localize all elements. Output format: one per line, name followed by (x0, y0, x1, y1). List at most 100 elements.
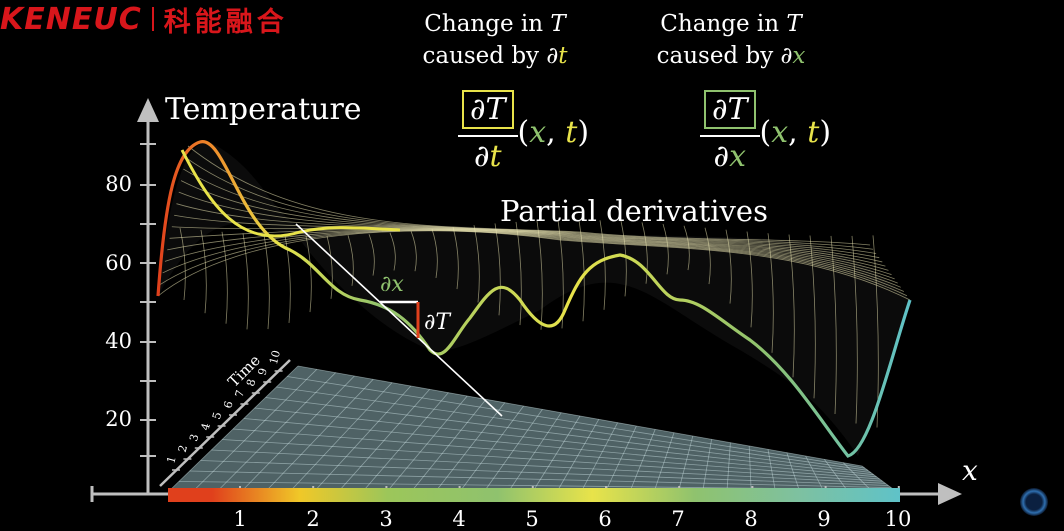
plane-grid-line (767, 449, 776, 493)
surface-mesh-line (746, 231, 753, 328)
dT-label: ∂T (424, 310, 451, 335)
partial-derivatives-title: Partial derivatives (500, 194, 768, 228)
time-tick-label: 8 (244, 378, 258, 388)
logo-divider (151, 7, 154, 31)
plane-grid-line (189, 470, 892, 489)
time-tick-label: 10 (267, 349, 283, 366)
surface-mesh-line (180, 180, 880, 259)
surface-mesh-line (174, 214, 889, 271)
caption-right-partial: ∂ (780, 43, 793, 69)
plane-grid-line (287, 376, 865, 469)
surface-mesh-line (809, 235, 816, 399)
temperature-axis (137, 98, 159, 495)
formula-left-den-d: ∂ (473, 139, 490, 174)
surface-mesh-line (536, 220, 543, 330)
surface-mesh-line (788, 234, 795, 378)
caption-left-var: t (558, 43, 568, 69)
surface-mesh-line (284, 235, 291, 323)
plane-grid-line (243, 418, 877, 478)
temperature-surface (156, 140, 912, 458)
surface-mesh-line (326, 235, 333, 299)
surface-mesh-line (767, 233, 774, 353)
plane-grid-line (410, 399, 487, 493)
surface-mesh-line (242, 233, 249, 330)
plane-grid-line (200, 460, 889, 486)
caption-right-var: x (792, 43, 806, 69)
time-tick-label: 6 (221, 400, 235, 410)
plane-grid-line (240, 375, 355, 493)
time-tick-label: 5 (210, 411, 224, 421)
plane-grid-line (605, 425, 637, 493)
formula-left-close: ) (577, 114, 590, 150)
formula-left-comma: , (546, 114, 566, 150)
plane-grid-line (786, 452, 801, 493)
surface-mesh-line (169, 228, 895, 280)
plane-grid-line (507, 412, 562, 493)
plane-grid-line (459, 405, 524, 493)
time-tick-label: 3 (187, 433, 201, 443)
formula-right-numerator: ∂T (704, 90, 756, 129)
formula-left-t: t (565, 114, 578, 150)
plane-grid-line (748, 445, 752, 493)
x-tick-label: 9 (817, 507, 831, 531)
surface-mesh-line (452, 227, 459, 290)
formula-left-x: x (529, 114, 547, 150)
formula-right-den-var: x (729, 139, 746, 174)
plane-grid-line (216, 372, 336, 493)
back-curve (180, 149, 401, 238)
caption-right-line1: Change in (660, 11, 787, 37)
surface-mesh-line (160, 230, 908, 297)
caption-right-var-t: T (786, 11, 802, 37)
formula-left-numerator: ∂T (462, 90, 514, 129)
formula-partial-t: ∂T ∂t (x, t) (458, 90, 589, 174)
plane-grid-line (232, 428, 880, 480)
formula-right-den-d: ∂ (713, 139, 730, 174)
time-tick-label: 7 (233, 389, 247, 399)
plane-grid-line (653, 432, 675, 493)
plane-grid-line (677, 435, 694, 493)
x-tick-label: 1 (233, 507, 247, 531)
plane-grid-line (362, 392, 449, 493)
surface-mesh-line (473, 225, 480, 303)
brand-logo: KENEUC 科能融合 (0, 1, 288, 38)
caption-left: Change in T caused by ∂t (400, 8, 590, 72)
x-tick-label: 4 (452, 507, 466, 531)
x-tick-label: 2 (306, 507, 320, 531)
plane-grid-line (702, 439, 712, 493)
surface-mesh-line (704, 227, 711, 285)
plane-grid-line (556, 419, 600, 493)
formula-right-t: t (807, 114, 820, 150)
formula-left-open: ( (517, 114, 530, 150)
surface-mesh-line (221, 231, 228, 324)
surface-mesh-line (263, 234, 270, 330)
logo-brand-text: KENEUC (0, 1, 142, 37)
caption-left-line1: Change in (424, 11, 551, 37)
surface-mesh-line (305, 235, 312, 313)
surface-mesh-line (683, 225, 690, 271)
plane-grid-line (861, 465, 898, 493)
plane-grid-line (483, 409, 543, 493)
temperature-axis-label: Temperature (165, 92, 362, 127)
logo-cn-text: 科能融合 (163, 6, 288, 38)
surface-mesh-line (389, 232, 396, 271)
plane-grid-line (580, 422, 618, 493)
surface-mesh-line (187, 145, 871, 246)
caption-right-line2: caused by (656, 43, 781, 69)
ground-plane (167, 365, 898, 493)
formula-right-open: ( (759, 114, 772, 150)
tangent-line (295, 223, 503, 417)
plane-grid-line (434, 402, 506, 493)
surface-mesh-line (662, 223, 669, 275)
caption-left-var-t: T (550, 11, 566, 37)
plane-grid-line (211, 449, 886, 484)
y-tick-label: 40 (105, 329, 132, 353)
surface-mesh-line (368, 234, 375, 276)
surface-mesh-line (178, 191, 883, 263)
x-tick-label: 6 (598, 507, 612, 531)
surface-mesh-line (179, 227, 186, 301)
surface-mesh-line (830, 235, 837, 414)
time-tick-label: 2 (176, 444, 190, 454)
plane-grid-line (532, 415, 581, 493)
surface-mesh-line (162, 229, 905, 292)
plane-grid-line (297, 365, 863, 467)
